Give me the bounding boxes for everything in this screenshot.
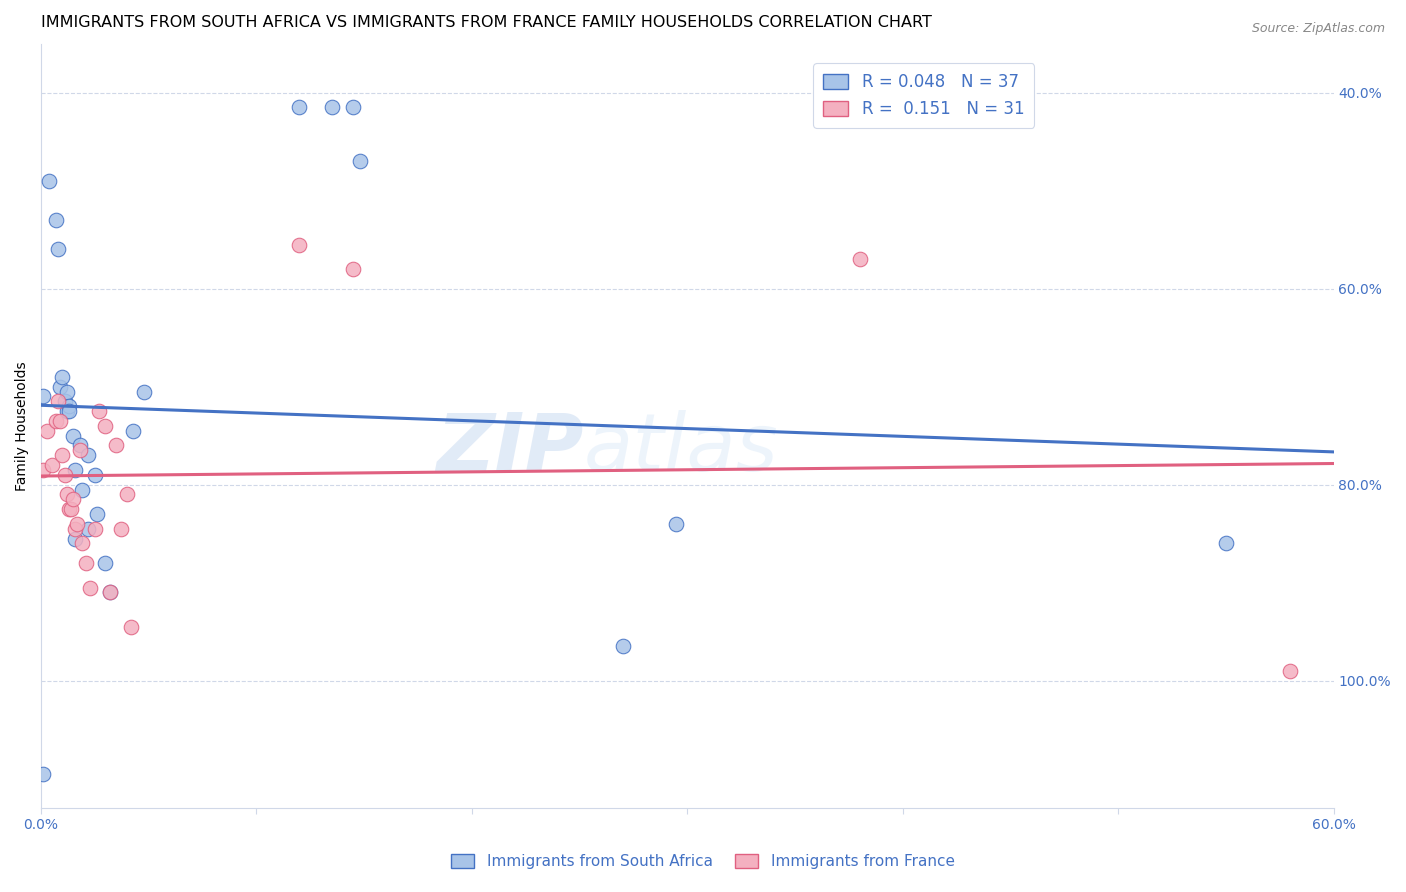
Point [46,243,69,257]
Point [59,502,82,516]
Point [62,492,84,507]
Point [134,384,156,399]
Point [94,556,117,570]
Point [79,581,101,595]
Point [86,507,108,521]
Point [58,502,80,516]
Point [665,516,688,531]
Point [49,414,72,428]
Point [38,174,60,188]
Point [115,487,138,501]
Point [58,399,80,413]
Point [65,463,87,477]
Point [321,100,343,114]
Point [1279,664,1302,678]
Point [41,458,63,472]
Point [288,100,311,114]
Text: Source: ZipAtlas.com: Source: ZipAtlas.com [1251,22,1385,36]
Y-axis label: Family Households: Family Households [15,361,30,491]
Point [45,213,67,227]
Point [83,467,105,482]
Point [120,620,142,634]
Point [110,522,132,536]
Point [66,516,89,531]
Point [62,428,84,442]
Point [69,438,91,452]
Point [51,448,73,462]
Point [105,438,128,452]
Point [612,640,634,654]
Point [58,404,80,418]
Point [55,404,77,418]
Point [55,384,77,399]
Point [65,532,87,546]
Point [77,522,100,536]
Legend: R = 0.048   N = 37, R =  0.151   N = 31: R = 0.048 N = 37, R = 0.151 N = 31 [813,63,1035,128]
Point [98,585,121,599]
Point [46,394,69,409]
Point [37,424,59,438]
Point [55,487,77,501]
Point [77,448,100,462]
Point [32,389,55,403]
Point [32,463,55,477]
Point [122,424,145,438]
Point [45,414,67,428]
Point [87,404,110,418]
Point [342,100,364,114]
Point [349,154,371,169]
Point [49,379,72,393]
Point [288,237,311,252]
Legend: Immigrants from South Africa, Immigrants from France: Immigrants from South Africa, Immigrants… [446,848,960,875]
Point [53,467,76,482]
Point [51,369,73,384]
Point [342,262,364,277]
Point [70,483,93,497]
Point [70,536,93,550]
Point [32,766,55,780]
Point [848,252,870,267]
Point [98,585,121,599]
Text: atlas: atlas [583,409,779,488]
Point [1215,536,1237,550]
Point [75,556,97,570]
Point [94,418,117,433]
Point [83,522,105,536]
Point [53,394,76,409]
Point [69,443,91,458]
Point [65,522,87,536]
Text: IMMIGRANTS FROM SOUTH AFRICA VS IMMIGRANTS FROM FRANCE FAMILY HOUSEHOLDS CORRELA: IMMIGRANTS FROM SOUTH AFRICA VS IMMIGRAN… [41,15,932,30]
Text: ZIP: ZIP [436,409,583,488]
